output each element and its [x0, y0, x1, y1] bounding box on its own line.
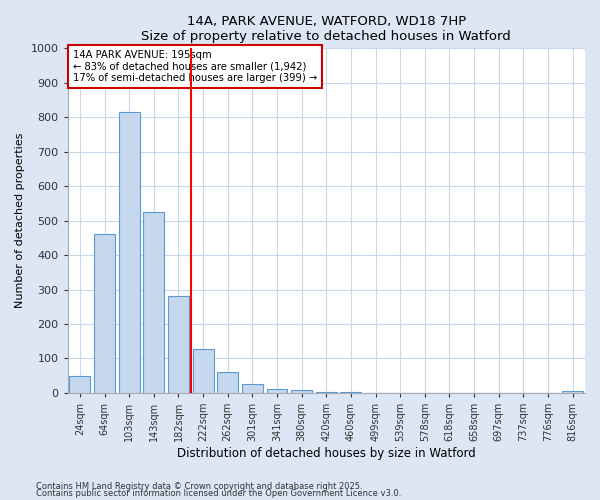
Bar [70, 376, 91, 393]
X-axis label: Distribution of detached houses by size in Watford: Distribution of detached houses by size … [177, 447, 476, 460]
Bar [562, 391, 583, 393]
Text: 14A PARK AVENUE: 195sqm
← 83% of detached houses are smaller (1,942)
17% of semi: 14A PARK AVENUE: 195sqm ← 83% of detache… [73, 50, 317, 84]
Y-axis label: Number of detached properties: Number of detached properties [15, 133, 25, 308]
Bar [168, 296, 189, 393]
Bar [291, 390, 312, 393]
Bar [94, 234, 115, 393]
Text: Contains public sector information licensed under the Open Government Licence v3: Contains public sector information licen… [36, 490, 401, 498]
Bar [266, 390, 287, 393]
Text: Contains HM Land Registry data © Crown copyright and database right 2025.: Contains HM Land Registry data © Crown c… [36, 482, 362, 491]
Bar [143, 212, 164, 393]
Bar [217, 372, 238, 393]
Bar [340, 392, 361, 393]
Bar [316, 392, 337, 393]
Bar [119, 112, 140, 393]
Bar [242, 384, 263, 393]
Title: 14A, PARK AVENUE, WATFORD, WD18 7HP
Size of property relative to detached houses: 14A, PARK AVENUE, WATFORD, WD18 7HP Size… [142, 15, 511, 43]
Bar [193, 349, 214, 393]
